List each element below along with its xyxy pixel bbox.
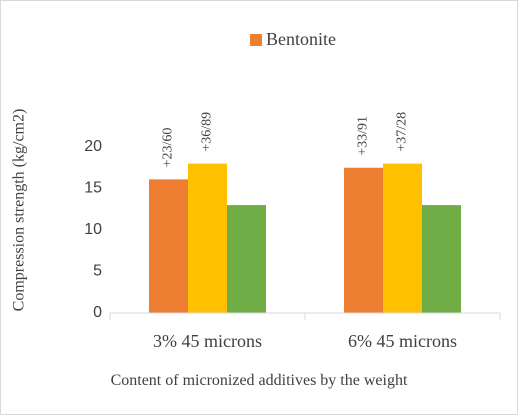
- y-tick-label: 10: [84, 221, 102, 238]
- x-axis-title: Content of micronized additives by the w…: [110, 372, 408, 389]
- bar: [422, 205, 461, 313]
- x-tick-label: 3% 45 microns: [153, 331, 262, 351]
- bar-annotation: +33/91: [356, 116, 371, 156]
- bar: [344, 167, 383, 313]
- x-tick-label: 6% 45 microns: [348, 331, 457, 351]
- bar: [383, 163, 422, 313]
- bar: [149, 179, 188, 313]
- bar-annotation: +37/28: [395, 112, 410, 152]
- y-tick-label: 20: [84, 138, 102, 155]
- bar: [227, 205, 266, 313]
- y-tick-label: 5: [93, 263, 102, 280]
- y-tick-label: 0: [93, 304, 102, 321]
- bar: [188, 163, 227, 313]
- legend-swatch: [250, 34, 262, 46]
- bar-annotation: +23/60: [161, 128, 176, 168]
- y-axis-title: Compression strength (kg/cm2): [11, 109, 28, 312]
- legend-label: Bentonite: [266, 29, 336, 49]
- bar-annotation: +36/89: [200, 112, 215, 152]
- y-tick-label: 15: [84, 180, 102, 197]
